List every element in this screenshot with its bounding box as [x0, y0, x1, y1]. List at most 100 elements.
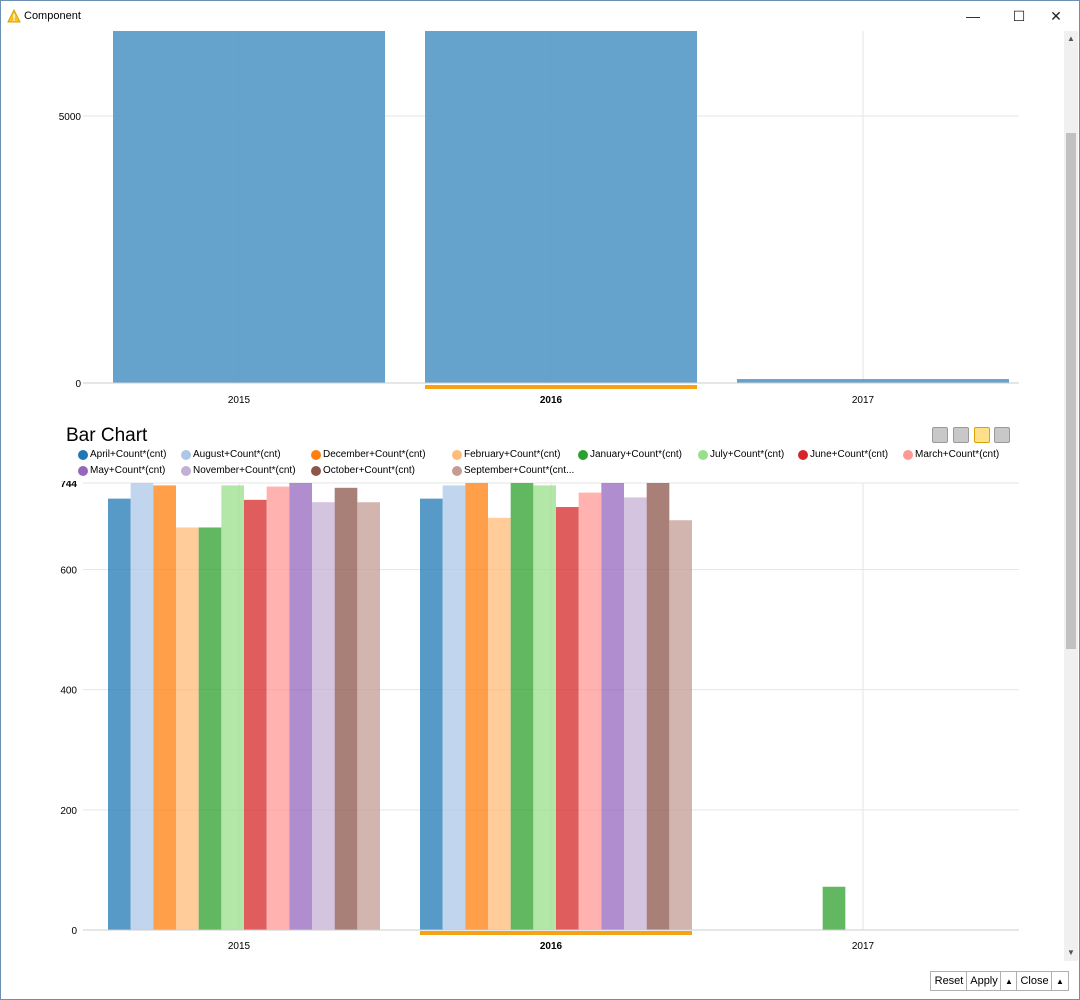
- legend-label: July+Count*(cnt): [710, 449, 785, 460]
- bar[interactable]: [266, 486, 290, 930]
- legend-item[interactable]: July+Count*(cnt): [698, 449, 784, 460]
- bar[interactable]: [556, 507, 579, 930]
- apply-button[interactable]: Apply: [966, 971, 1002, 991]
- legend-item[interactable]: October+Count*(cnt): [311, 465, 415, 476]
- legend-swatch: [311, 465, 321, 476]
- legend-item[interactable]: March+Count*(cnt): [903, 449, 999, 460]
- x-tick-label: 2017: [852, 941, 875, 952]
- bar[interactable]: [312, 502, 335, 930]
- legend-swatch: [578, 449, 588, 460]
- warning-icon: [7, 9, 21, 23]
- x-tick-label: 2015: [228, 395, 251, 406]
- legend-item[interactable]: August+Count*(cnt): [181, 449, 281, 460]
- bar[interactable]: [822, 886, 846, 930]
- legend-label: April+Count*(cnt): [90, 449, 167, 460]
- fullscreen-icon[interactable]: [953, 427, 969, 443]
- selection-filter-icon[interactable]: [932, 427, 948, 443]
- bar[interactable]: [153, 485, 176, 930]
- bar[interactable]: [737, 379, 1009, 383]
- legend-item[interactable]: June+Count*(cnt): [798, 449, 888, 460]
- bar[interactable]: [130, 483, 154, 930]
- bar[interactable]: [221, 485, 244, 930]
- y-tick-label: 5000: [59, 112, 82, 123]
- y-tick-label: 744: [60, 481, 77, 490]
- legend-item[interactable]: September+Count*(cnt...: [452, 465, 574, 476]
- bar[interactable]: [488, 517, 511, 930]
- bar[interactable]: [601, 483, 624, 930]
- bar[interactable]: [334, 487, 358, 930]
- legend-swatch: [78, 449, 88, 460]
- view-content: 0 5000 2015 2016 2017 Bar Chart April+Count*…: [3, 31, 1063, 961]
- bar[interactable]: [357, 502, 380, 930]
- footer-bar: Reset Apply ▲ Close ▲: [1, 963, 1079, 999]
- bar[interactable]: [244, 499, 267, 930]
- x-tick-label: 2016: [540, 941, 563, 952]
- apply-menu-button[interactable]: ▲: [1000, 971, 1018, 991]
- scroll-down-arrow-icon[interactable]: ▼: [1067, 948, 1075, 957]
- x-tick-label: 2015: [228, 941, 251, 952]
- bar[interactable]: [510, 483, 534, 930]
- vertical-scrollbar[interactable]: ▲ ▼: [1064, 31, 1078, 961]
- bar[interactable]: [108, 498, 131, 930]
- bar[interactable]: [420, 498, 443, 930]
- selection-indicator: [425, 385, 697, 389]
- window-title: Component: [24, 10, 81, 22]
- y-tick-label: 0: [75, 379, 81, 390]
- selection-indicator: [420, 931, 692, 935]
- bar[interactable]: [465, 483, 488, 930]
- reset-button[interactable]: Reset: [930, 971, 968, 991]
- scroll-up-arrow-icon[interactable]: ▲: [1067, 34, 1075, 43]
- legend-label: September+Count*(cnt...: [464, 465, 575, 476]
- close-window-button[interactable]: ✕: [1050, 7, 1062, 24]
- bar[interactable]: [578, 492, 602, 930]
- legend-label: December+Count*(cnt): [323, 449, 426, 460]
- bar[interactable]: [533, 485, 556, 930]
- y-tick-label: 400: [60, 686, 77, 697]
- y-tick-label: 0: [71, 926, 77, 937]
- maximize-button[interactable]: ☐: [1012, 7, 1026, 24]
- legend-label: January+Count*(cnt): [590, 449, 682, 460]
- legend-label: August+Count*(cnt): [193, 449, 281, 460]
- y-tick-label: 200: [60, 806, 77, 817]
- legend-item[interactable]: January+Count*(cnt): [578, 449, 682, 460]
- legend-item[interactable]: February+Count*(cnt): [452, 449, 560, 460]
- bar[interactable]: [289, 483, 312, 930]
- top-bar-chart: 0 5000 2015 2016 2017: [59, 31, 1019, 406]
- bar[interactable]: [198, 527, 222, 930]
- menu-icon[interactable]: [994, 427, 1010, 443]
- bar[interactable]: [425, 31, 697, 383]
- close-button[interactable]: Close: [1016, 971, 1053, 991]
- minimize-button[interactable]: —: [966, 8, 980, 24]
- x-tick-label: 2016: [540, 395, 563, 406]
- bar[interactable]: [669, 520, 692, 930]
- close-menu-button[interactable]: ▲: [1051, 971, 1069, 991]
- legend-label: October+Count*(cnt): [323, 465, 415, 476]
- legend-label: May+Count*(cnt): [90, 465, 166, 476]
- legend-item[interactable]: November+Count*(cnt): [181, 465, 296, 476]
- legend-swatch: [698, 449, 708, 460]
- title-bar: Component — ☐ ✕: [1, 1, 1079, 31]
- bar[interactable]: [176, 527, 199, 930]
- bar[interactable]: [624, 497, 647, 930]
- warning-toggle-icon[interactable]: [974, 427, 990, 443]
- legend-swatch: [798, 449, 808, 460]
- legend-item[interactable]: May+Count*(cnt): [78, 465, 165, 476]
- x-tick-label: 2017: [852, 395, 875, 406]
- grouped-bar-chart: 0 200 400 600 744 2015 2016 2017: [60, 481, 1019, 952]
- bar[interactable]: [442, 485, 466, 930]
- legend-label: February+Count*(cnt): [464, 449, 561, 460]
- chart-legend: April+Count*(cnt) August+Count*(cnt) Decem…: [78, 449, 1029, 483]
- legend-label: March+Count*(cnt): [915, 449, 1000, 460]
- bar[interactable]: [646, 483, 670, 930]
- legend-label: June+Count*(cnt): [810, 449, 889, 460]
- legend-swatch: [452, 449, 462, 460]
- legend-item[interactable]: December+Count*(cnt): [311, 449, 426, 460]
- legend-swatch: [181, 449, 191, 460]
- legend-swatch: [181, 465, 191, 476]
- legend-item[interactable]: April+Count*(cnt): [78, 449, 166, 460]
- bar[interactable]: [113, 31, 385, 383]
- legend-swatch: [452, 465, 462, 476]
- scroll-thumb[interactable]: [1066, 133, 1076, 649]
- y-tick-label: 600: [60, 566, 77, 577]
